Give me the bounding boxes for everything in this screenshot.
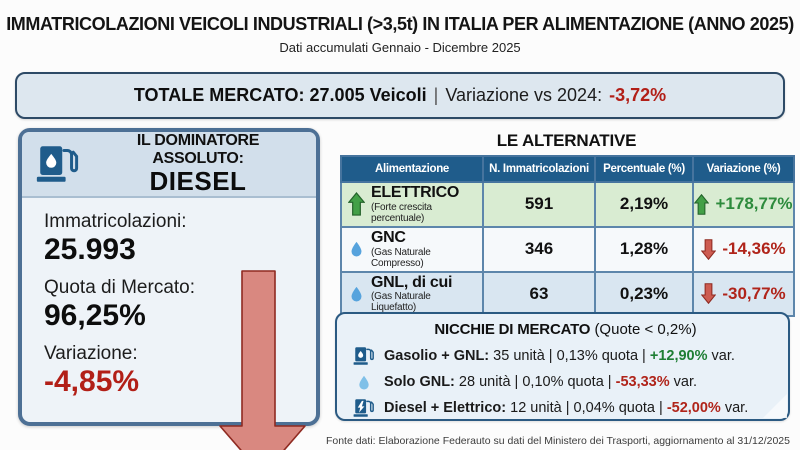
- diesel-stat-market-share: Quota di Mercato: 96,25%: [44, 277, 316, 332]
- diesel-stat-variation: Variazione: -4,85%: [44, 343, 316, 398]
- niche-markets-title: NICCHIE DI MERCATO (Quote < 0,2%): [353, 321, 778, 338]
- variation-value: -14,36%: [722, 239, 786, 259]
- variation-value: +178,77%: [715, 194, 793, 214]
- stat-value: -4,85%: [44, 365, 140, 398]
- droplet-icon: [348, 239, 365, 259]
- fuel-name: ELETTRICO: [371, 184, 459, 201]
- diesel-panel-body: Immatricolazioni: 25.993 Quota di Mercat…: [22, 198, 316, 450]
- alternatives-title: LE ALTERNATIVE: [496, 131, 637, 150]
- electric-fuel-pump-icon: [353, 398, 375, 418]
- percent-cell: 2,19%: [594, 181, 694, 228]
- col-header-variazione: Variazione (%): [692, 155, 795, 183]
- table-row-elettrico: ELETTRICO (Forte crescita percentuale) 5…: [340, 181, 795, 228]
- diesel-heading: IL DOMINATORE ASSOLUTO: DIESEL: [90, 132, 306, 195]
- niche-var-suffix: var.: [673, 374, 698, 390]
- niche-name: Gasolio + GNL:: [384, 348, 490, 364]
- fuel-pump-icon: [353, 346, 375, 366]
- niche-var-suffix: var.: [711, 348, 735, 364]
- up-arrow-icon: [348, 191, 365, 217]
- percent-cell: 1,28%: [594, 225, 694, 273]
- niche-name: Diesel + Elettrico:: [384, 400, 507, 416]
- col-header-alimentazione: Alimentazione: [340, 155, 484, 183]
- table-row-gnc: GNC (Gas Naturale Compresso) 346 1,28%: [340, 225, 795, 273]
- banner-separator: |: [433, 85, 439, 105]
- niche-variation: +12,90%: [649, 348, 708, 364]
- diesel-stat-registrations: Immatricolazioni: 25.993: [44, 211, 316, 266]
- fuel-note: (Gas Naturale Liquefatto): [371, 291, 431, 314]
- table-row-gnl: GNL, di cui (Gas Naturale Liquefatto) 63…: [340, 270, 795, 318]
- alternatives-header-row: Alimentazione N. Immatricolazioni Percen…: [340, 155, 795, 183]
- units-cell: 346: [482, 225, 596, 273]
- diesel-heading-line1: IL DOMINATORE ASSOLUTO:: [136, 132, 260, 168]
- big-down-trend-arrow-icon: [219, 270, 306, 450]
- diesel-heading-line2: DIESEL: [149, 166, 247, 197]
- variation-value: -30,77%: [722, 283, 786, 303]
- niche-title-bold: NICCHIE DI MERCATO: [434, 321, 591, 338]
- niche-variation: -52,00%: [666, 400, 721, 416]
- stat-value: 96,25%: [44, 299, 146, 332]
- alternatives-table: Alimentazione N. Immatricolazioni Percen…: [340, 155, 795, 318]
- banner-variation-value: -3,72%: [609, 85, 667, 105]
- fuel-note: (Gas Naturale Compresso): [371, 246, 431, 269]
- niche-row-gasolio-gnl: Gasolio + GNL: 35 unità | 0,13% quota | …: [353, 343, 778, 369]
- niche-details: 35 unità | 0,13% quota |: [493, 348, 646, 364]
- niche-row-solo-gnl: Solo GNL: 28 unità | 0,10% quota | -53,3…: [353, 369, 778, 395]
- diesel-panel-header: IL DOMINATORE ASSOLUTO: DIESEL: [22, 132, 316, 198]
- niche-name: Solo GNL:: [384, 374, 455, 390]
- diesel-panel: IL DOMINATORE ASSOLUTO: DIESEL Immatrico…: [18, 128, 320, 450]
- units-cell: 63: [482, 270, 596, 318]
- fuel-name: GNC: [371, 228, 406, 246]
- niche-variation: -53,33%: [615, 374, 670, 390]
- fuel-note: (Forte crescita percentuale): [371, 201, 432, 224]
- page-curl-decoration: [763, 394, 787, 418]
- niche-row-diesel-elettrico: Diesel + Elettrico: 12 unità | 0,04% quo…: [353, 395, 778, 421]
- down-arrow-icon: [701, 238, 717, 261]
- total-market-banner: TOTALE MERCATO: 27.005 Veicoli | Variazi…: [15, 72, 785, 119]
- page-title: IMMATRICOLAZIONI VEICOLI INDUSTRIALI (>3…: [6, 14, 794, 34]
- niche-details: 28 unità | 0,10% quota |: [458, 374, 612, 390]
- niche-markets-panel: NICCHIE DI MERCATO (Quote < 0,2%) Gasoli…: [335, 312, 790, 421]
- banner-variation-label: Variazione vs 2024:: [445, 85, 603, 105]
- down-arrow-icon: [701, 282, 717, 305]
- col-header-immatricolazioni: N. Immatricolazioni: [482, 155, 596, 183]
- fuel-name: GNL, di cui: [371, 273, 453, 291]
- droplet-icon: [353, 373, 375, 392]
- fuel-pump-icon: [36, 143, 80, 185]
- stat-label: Variazione:: [44, 343, 138, 364]
- units-cell: 591: [482, 181, 596, 228]
- stat-label: Immatricolazioni:: [44, 211, 187, 232]
- stat-value: 25.993: [44, 233, 136, 266]
- up-arrow-icon: [694, 193, 710, 216]
- stat-label: Quota di Mercato:: [44, 277, 196, 298]
- data-source-footer: Fonte dati: Elaborazione Federauto su da…: [325, 435, 790, 447]
- total-market-value: TOTALE MERCATO: 27.005 Veicoli: [133, 85, 427, 105]
- page-subtitle: Dati accumulati Gennaio - Dicembre 2025: [279, 40, 521, 55]
- droplet-icon: [348, 284, 365, 304]
- niche-details: 12 unità | 0,04% quota |: [510, 400, 663, 416]
- niche-var-suffix: var.: [724, 400, 749, 416]
- col-header-percentuale: Percentuale (%): [594, 155, 694, 183]
- percent-cell: 0,23%: [594, 270, 694, 318]
- niche-title-note: (Quote < 0,2%): [594, 321, 697, 338]
